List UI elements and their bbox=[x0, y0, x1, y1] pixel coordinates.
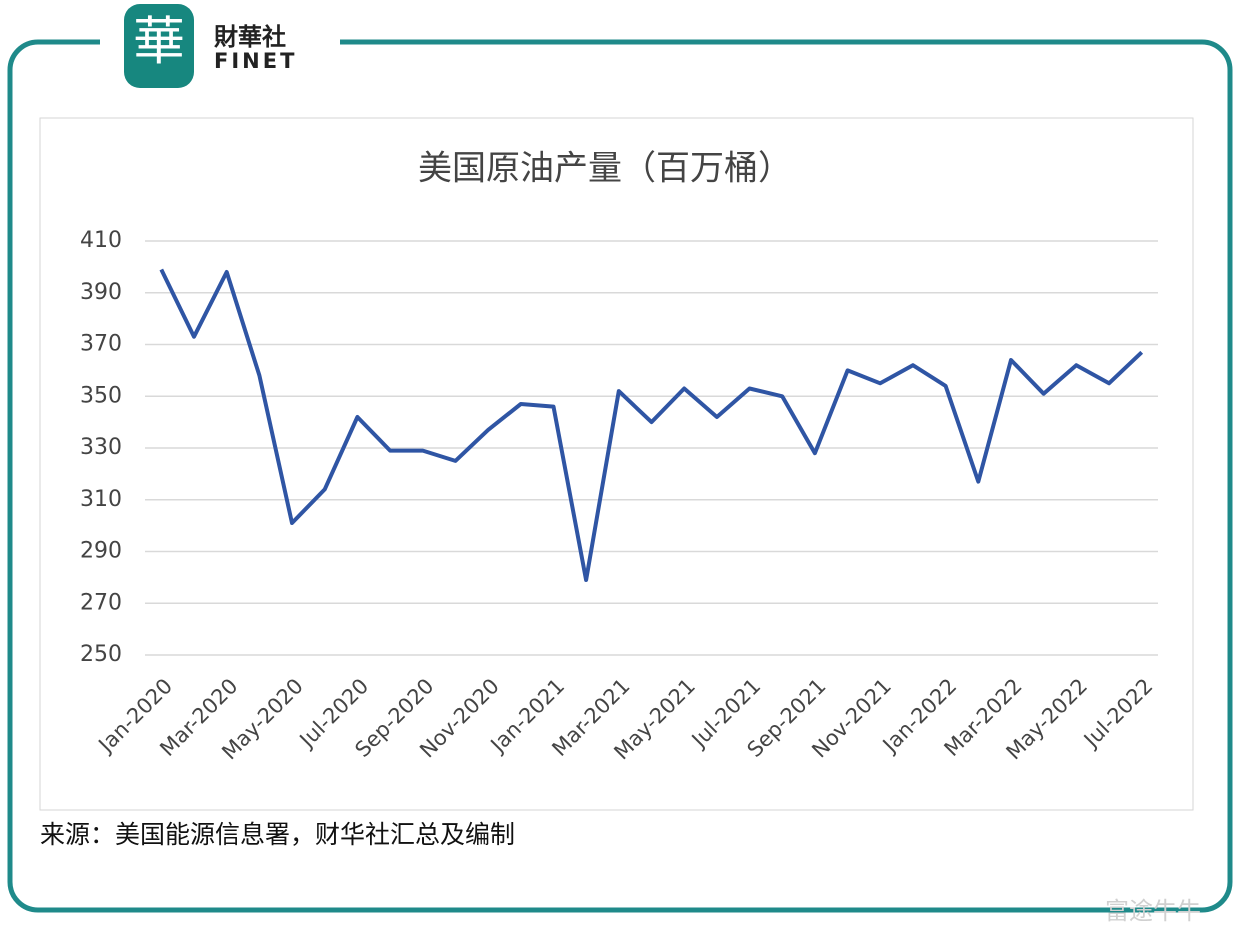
logo-mark: 華 bbox=[133, 13, 185, 73]
logo-badge bbox=[124, 4, 194, 88]
source: 来源：美国能源信息署，财华社汇总及编制 bbox=[40, 820, 515, 849]
logo-en: FINET bbox=[214, 49, 297, 73]
y-tick-label: 310 bbox=[80, 487, 122, 512]
watermark: 富途牛牛 bbox=[1105, 897, 1201, 925]
logo-name: 財華社 bbox=[214, 23, 286, 51]
chart-title: 美国原油产量（百万桶） bbox=[418, 149, 792, 189]
y-tick-label: 330 bbox=[80, 435, 122, 460]
frame bbox=[7, 39, 1233, 913]
y-tick-label: 350 bbox=[80, 383, 122, 408]
y-tick-label: 270 bbox=[80, 590, 122, 615]
y-tick-label: 390 bbox=[80, 280, 122, 305]
y-tick-label: 370 bbox=[80, 332, 122, 357]
y-tick-label: 290 bbox=[80, 539, 122, 564]
y-tick-label: 410 bbox=[80, 228, 122, 253]
chart-panel bbox=[39, 117, 1194, 811]
y-tick-label: 250 bbox=[80, 642, 122, 667]
line-series bbox=[159, 268, 1144, 582]
